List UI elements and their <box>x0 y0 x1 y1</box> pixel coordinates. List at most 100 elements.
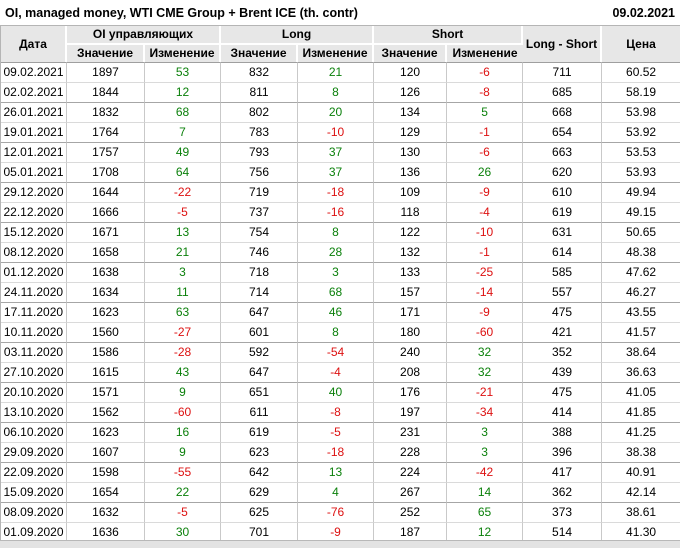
long-value-cell: 623 <box>221 443 299 463</box>
long-value-cell: 629 <box>221 483 299 503</box>
date-cell: 15.12.2020 <box>1 223 67 243</box>
short-change-cell: 3 <box>447 443 524 463</box>
oi-change-cell: 30 <box>145 523 222 542</box>
oi-value-cell: 1844 <box>67 83 145 103</box>
short-change-cell: -34 <box>447 403 524 423</box>
price-cell: 50.65 <box>602 223 680 243</box>
short-value-cell: 267 <box>374 483 448 503</box>
date-cell: 03.11.2020 <box>1 343 67 363</box>
long-short-cell: 421 <box>523 323 603 343</box>
long-short-cell: 614 <box>523 243 603 263</box>
oi-change-cell: 22 <box>145 483 222 503</box>
oi-value-cell: 1615 <box>67 363 145 383</box>
oi-change-cell: -27 <box>145 323 222 343</box>
date-cell: 26.01.2021 <box>1 103 67 123</box>
price-cell: 47.62 <box>602 263 680 283</box>
oi-change-cell: 43 <box>145 363 222 383</box>
oi-change-cell: 11 <box>145 283 222 303</box>
date-cell: 01.12.2020 <box>1 263 67 283</box>
col-group-short: Short <box>374 26 524 45</box>
date-cell: 22.09.2020 <box>1 463 67 483</box>
price-cell: 53.92 <box>602 123 680 143</box>
long-short-cell: 373 <box>523 503 603 523</box>
oi-value-cell: 1562 <box>67 403 145 423</box>
short-change-cell: 26 <box>447 163 524 183</box>
long-change-cell: -54 <box>298 343 375 363</box>
oi-change-cell: -28 <box>145 343 222 363</box>
price-cell: 49.15 <box>602 203 680 223</box>
table-row: 29.09.2020 1607 9 623 -18 228 3 396 38.38 <box>1 443 680 463</box>
subheader-long-value: Значение <box>221 45 299 62</box>
long-value-cell: 783 <box>221 123 299 143</box>
price-cell: 58.19 <box>602 83 680 103</box>
oi-value-cell: 1654 <box>67 483 145 503</box>
short-change-cell: -9 <box>447 303 524 323</box>
subheader-short-change: Изменение <box>447 45 524 62</box>
table-row: 27.10.2020 1615 43 647 -4 208 32 439 36.63 <box>1 363 680 383</box>
table-row: 15.09.2020 1654 22 629 4 267 14 362 42.14 <box>1 483 680 503</box>
date-cell: 19.01.2021 <box>1 123 67 143</box>
table-row: 29.12.2020 1644 -22 719 -18 109 -9 610 49.94 <box>1 183 680 203</box>
col-header-long-short: Long - Short <box>523 26 603 62</box>
long-change-cell: -16 <box>298 203 375 223</box>
short-change-cell: 5 <box>447 103 524 123</box>
table-row: 13.10.2020 1562 -60 611 -8 197 -34 414 41.85 <box>1 403 680 423</box>
short-value-cell: 171 <box>374 303 448 323</box>
oi-value-cell: 1658 <box>67 243 145 263</box>
date-cell: 13.10.2020 <box>1 403 67 423</box>
short-change-cell: 12 <box>447 523 524 542</box>
table-row: 01.09.2020 1636 30 701 -9 187 12 514 41.30 <box>1 523 680 542</box>
short-value-cell: 197 <box>374 403 448 423</box>
short-value-cell: 129 <box>374 123 448 143</box>
table-body: 09.02.2021 1897 53 832 21 120 -6 711 60.52 02.02.… <box>1 62 680 542</box>
long-value-cell: 647 <box>221 363 299 383</box>
short-change-cell: -14 <box>447 283 524 303</box>
short-value-cell: 118 <box>374 203 448 223</box>
long-change-cell: -5 <box>298 423 375 443</box>
oi-change-cell: -5 <box>145 503 222 523</box>
long-value-cell: 718 <box>221 263 299 283</box>
oi-change-cell: 9 <box>145 443 222 463</box>
long-short-cell: 475 <box>523 383 603 403</box>
long-short-cell: 352 <box>523 343 603 363</box>
table-row: 02.02.2021 1844 12 811 8 126 -8 685 58.19 <box>1 83 680 103</box>
short-value-cell: 208 <box>374 363 448 383</box>
long-short-cell: 631 <box>523 223 603 243</box>
long-short-cell: 711 <box>523 62 603 83</box>
table-row: 15.12.2020 1671 13 754 8 122 -10 631 50.65 <box>1 223 680 243</box>
short-change-cell: 32 <box>447 363 524 383</box>
oi-value-cell: 1644 <box>67 183 145 203</box>
oi-change-cell: 16 <box>145 423 222 443</box>
price-cell: 38.61 <box>602 503 680 523</box>
date-cell: 09.02.2021 <box>1 62 67 83</box>
long-change-cell: 8 <box>298 323 375 343</box>
table-row: 09.02.2021 1897 53 832 21 120 -6 711 60.52 <box>1 62 680 83</box>
long-change-cell: 8 <box>298 83 375 103</box>
long-change-cell: 4 <box>298 483 375 503</box>
short-change-cell: -6 <box>447 62 524 83</box>
long-value-cell: 619 <box>221 423 299 443</box>
oi-data-table: Дата OI управляющих Long Short Long - Sh… <box>0 25 680 543</box>
oi-change-cell: 21 <box>145 243 222 263</box>
long-change-cell: 40 <box>298 383 375 403</box>
long-value-cell: 601 <box>221 323 299 343</box>
long-value-cell: 625 <box>221 503 299 523</box>
report-title: OI, managed money, WTI CME Group + Brent… <box>5 6 358 20</box>
long-change-cell: 20 <box>298 103 375 123</box>
report-titlebar: OI, managed money, WTI CME Group + Brent… <box>0 0 680 25</box>
table-row: 22.12.2020 1666 -5 737 -16 118 -4 619 49.15 <box>1 203 680 223</box>
long-short-cell: 414 <box>523 403 603 423</box>
price-cell: 36.63 <box>602 363 680 383</box>
table-row: 26.01.2021 1832 68 802 20 134 5 668 53.98 <box>1 103 680 123</box>
oi-change-cell: 53 <box>145 62 222 83</box>
oi-value-cell: 1634 <box>67 283 145 303</box>
long-short-cell: 514 <box>523 523 603 542</box>
date-cell: 22.12.2020 <box>1 203 67 223</box>
long-change-cell: -10 <box>298 123 375 143</box>
short-change-cell: 65 <box>447 503 524 523</box>
date-cell: 15.09.2020 <box>1 483 67 503</box>
price-cell: 41.25 <box>602 423 680 443</box>
price-cell: 40.91 <box>602 463 680 483</box>
short-change-cell: -1 <box>447 123 524 143</box>
date-cell: 24.11.2020 <box>1 283 67 303</box>
